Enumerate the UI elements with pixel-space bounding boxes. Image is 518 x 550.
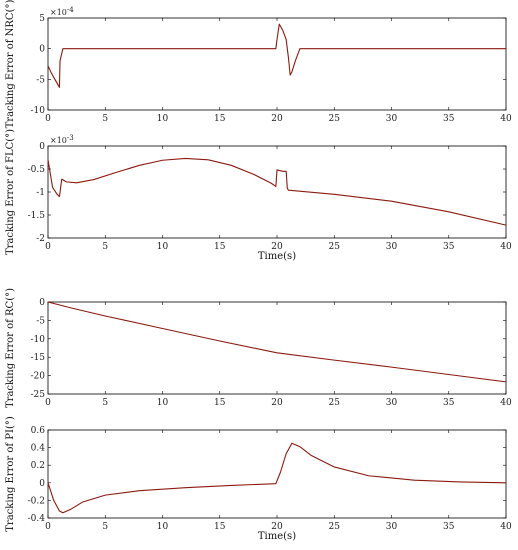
x-tick-label: 25	[329, 522, 341, 532]
x-tick-label: 40	[500, 114, 512, 124]
x-tick-label: 15	[214, 398, 226, 408]
y-tick-label: -20	[31, 372, 46, 382]
x-tick-label: 40	[500, 242, 512, 252]
y-axis-label: Tracking Error of RC(°)	[5, 288, 16, 408]
x-tick-label: 15	[214, 242, 226, 252]
x-axis-label: Time(s)	[258, 531, 296, 542]
x-tick-label: 0	[45, 242, 51, 252]
y-tick-label: -10	[31, 335, 46, 345]
y-tick-label: -15	[31, 353, 46, 363]
x-tick-label: 40	[500, 522, 512, 532]
series-line	[47, 157, 507, 226]
y-tick-label: 0.2	[31, 461, 45, 471]
chart-panel-1: 0 5 10 15 20 25 30 35 40 5 0 -5 -10 ×10-4 Tracking Err…	[5, 0, 512, 128]
y-tick-label: -5	[36, 75, 45, 85]
y-axis-label: Tracking Error of PI(°)	[5, 416, 16, 532]
y-tick-label: -0.4	[28, 514, 46, 524]
axis-multiplier-exponent: -3	[67, 134, 74, 142]
y-tick-label: -0.5	[28, 165, 46, 175]
y-tick-label: -1.5	[28, 211, 46, 221]
plot-frame	[47, 429, 507, 519]
x-tick-label: 5	[102, 114, 108, 124]
y-tick-label: -10	[31, 106, 46, 116]
x-tick-label: 5	[102, 398, 108, 408]
x-tick-label: 35	[443, 242, 455, 252]
x-tick-label: 25	[329, 398, 341, 408]
axis-multiplier-base: ×10	[50, 8, 67, 17]
x-tick-label: 25	[329, 242, 341, 252]
y-tick-label: 0	[39, 298, 45, 308]
x-tick-label: 15	[214, 114, 226, 124]
axis-multiplier: ×10-4	[50, 6, 74, 17]
x-tick-label: 25	[329, 114, 341, 124]
x-tick-label: 20	[271, 114, 283, 124]
x-tick-label: 15	[214, 522, 226, 532]
x-tick-label: 40	[500, 398, 512, 408]
x-tick-label: 5	[102, 242, 108, 252]
x-tick-label: 30	[386, 242, 398, 252]
y-tick-label: 0	[39, 45, 45, 55]
plot-frame	[47, 301, 507, 395]
x-tick-label: 10	[157, 522, 169, 532]
y-tick-label: 5	[39, 14, 45, 24]
x-tick-label: 30	[386, 398, 398, 408]
chart-panel-2: 0 5 10 15 20 25 30 35 40 0 -0.5 -1 -1.5 -2 ×10-3 Tracki…	[5, 129, 512, 262]
y-tick-label: -1	[36, 188, 45, 198]
y-axis-label: Tracking Error of FLC(°)	[5, 129, 16, 255]
y-tick-label: 0	[39, 479, 45, 489]
y-tick-label: -0.2	[28, 496, 45, 506]
axis-multiplier: ×10-3	[50, 134, 74, 145]
x-tick-label: 35	[443, 522, 455, 532]
plot-frame	[47, 17, 507, 111]
x-tick-label: 20	[271, 398, 283, 408]
x-tick-label: 0	[45, 114, 51, 124]
x-tick-label: 0	[45, 398, 51, 408]
series-line	[47, 301, 507, 383]
chart-panel-4: 0 5 10 15 20 25 30 35 40 0.6 0.4 0.2 0 -0.2 -0.4 Tracki…	[5, 416, 512, 542]
x-tick-label: 10	[157, 242, 169, 252]
x-tick-label: 30	[386, 114, 398, 124]
x-tick-label: 20	[271, 522, 283, 532]
x-tick-label: 20	[271, 242, 283, 252]
x-tick-label: 0	[45, 522, 51, 532]
x-tick-label: 10	[157, 114, 169, 124]
x-tick-label: 35	[443, 114, 455, 124]
y-tick-label: -2	[36, 234, 45, 244]
y-axis-label: Tracking Error of NRC(°)	[5, 0, 16, 128]
x-tick-label: 10	[157, 398, 169, 408]
axis-multiplier-exponent: -4	[67, 6, 74, 14]
x-tick-label: 30	[386, 522, 398, 532]
plot-frame	[47, 145, 507, 239]
x-axis-label: Time(s)	[258, 251, 296, 262]
x-tick-label: 5	[102, 522, 108, 532]
y-tick-label: 0.4	[31, 444, 46, 454]
x-tick-label: 35	[443, 398, 455, 408]
y-tick-label: -25	[31, 390, 46, 400]
y-tick-label: 0.6	[31, 426, 46, 436]
series-line	[47, 442, 507, 514]
chart-panel-3: 0 5 10 15 20 25 30 35 40 0 -5 -10 -15 -20 -25 Tracking …	[5, 288, 512, 408]
y-tick-label: 0	[39, 142, 45, 152]
axis-multiplier-base: ×10	[50, 136, 67, 145]
series-line	[47, 23, 506, 88]
y-tick-label: -5	[36, 316, 45, 326]
